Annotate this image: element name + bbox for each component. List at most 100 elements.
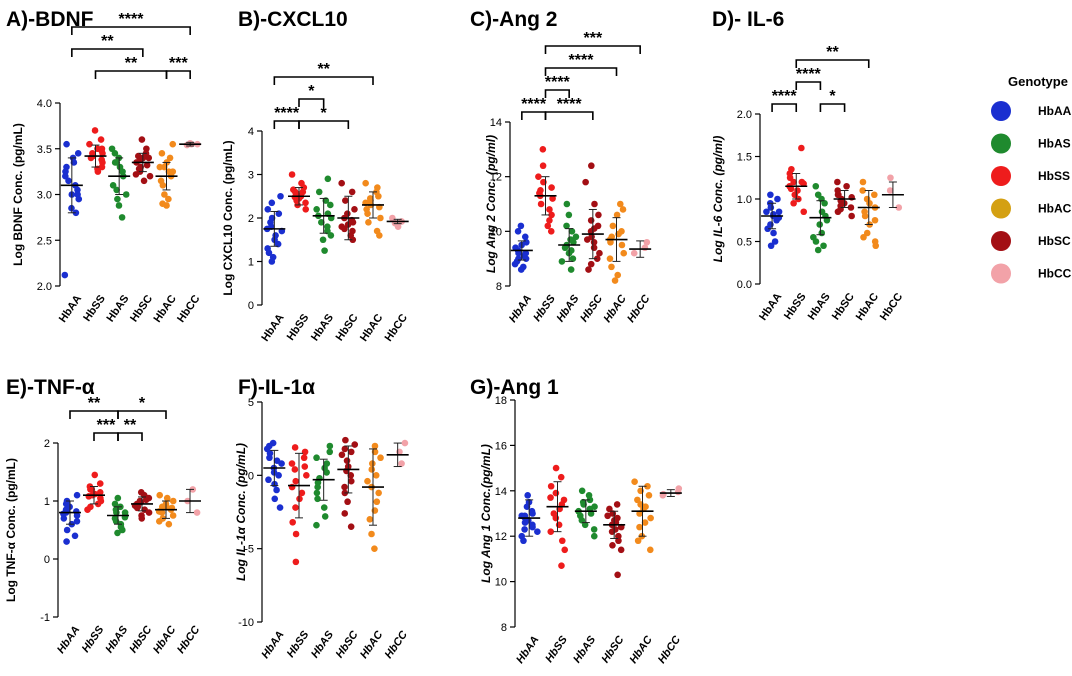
significance-bracket: ** [273, 61, 374, 85]
significance-stars: * [829, 88, 836, 105]
data-point [835, 191, 842, 199]
data-point [547, 494, 554, 501]
data-point [114, 529, 121, 537]
series-hbcc [386, 439, 409, 468]
data-point [537, 187, 544, 194]
data-point [590, 526, 598, 533]
data-point [567, 266, 575, 273]
significance-stars: ** [125, 55, 138, 72]
data-point [113, 159, 120, 166]
significance-bracket: ** [117, 417, 143, 441]
data-point [631, 478, 638, 486]
data-point [886, 187, 894, 194]
y-tick-label: 2.0 [737, 109, 752, 121]
data-point [843, 182, 850, 190]
data-point [342, 436, 349, 444]
significance-stars: *** [97, 417, 116, 434]
significance-bracket: **** [521, 96, 547, 120]
data-point [344, 498, 351, 506]
data-point [630, 249, 638, 257]
data-point [63, 538, 70, 545]
data-point [558, 562, 565, 570]
data-point [548, 211, 555, 219]
data-point [578, 517, 586, 524]
data-point [800, 180, 807, 187]
data-point [534, 528, 541, 535]
legend-swatch [991, 166, 1011, 186]
data-point [288, 483, 296, 491]
data-point [517, 266, 525, 273]
data-point [169, 497, 177, 505]
data-point [606, 505, 613, 513]
legend-label: HbAA [1038, 104, 1072, 118]
data-point [523, 503, 531, 510]
data-point [587, 260, 595, 268]
data-point [143, 161, 151, 169]
y-tick-label: 10 [495, 577, 507, 589]
data-point [71, 532, 79, 540]
data-point [767, 191, 774, 199]
data-point [608, 263, 615, 271]
data-point [109, 182, 117, 189]
series-hbsc [131, 489, 153, 522]
significance-bracket: **** [771, 88, 797, 112]
data-point [341, 510, 349, 517]
data-point [790, 178, 797, 186]
data-point [609, 541, 616, 549]
data-point [834, 208, 842, 216]
data-point [561, 244, 569, 252]
y-axis-label: Log Ang 1 Conc.(pg/mL) [479, 444, 493, 583]
data-point [88, 486, 96, 493]
x-tick-label: HbSS [782, 291, 809, 322]
data-point [320, 504, 328, 511]
data-point [161, 191, 168, 198]
bracket-line [795, 59, 870, 68]
data-point [517, 222, 525, 230]
data-point [298, 489, 306, 497]
data-point [774, 195, 781, 203]
series-hbss [288, 444, 310, 566]
legend-label: HbAS [1038, 137, 1071, 151]
legend-entry-hbaa: HbAA [991, 101, 1072, 121]
significance-bracket: **** [795, 66, 822, 90]
data-point [347, 523, 355, 530]
x-tick-label: HbAS [309, 312, 336, 343]
data-point [558, 537, 566, 545]
legend-swatch [991, 263, 1011, 284]
y-tick-label: 10 [490, 226, 502, 238]
data-point [563, 200, 571, 208]
significance-stars: **** [274, 105, 300, 122]
x-tick-label: HbAC [358, 312, 385, 344]
significance-bracket: ** [71, 33, 144, 57]
significance-stars: ** [101, 33, 114, 50]
x-tick-label: HbAC [627, 633, 655, 666]
data-point [326, 448, 334, 456]
x-tick-label: HbCC [878, 291, 905, 323]
y-tick-label: 8 [496, 281, 502, 293]
x-tick-label: HbSC [334, 312, 361, 343]
data-point [319, 236, 327, 244]
data-point [266, 454, 273, 462]
data-point [313, 454, 320, 462]
data-point [618, 241, 626, 249]
y-tick-label: 0 [248, 300, 254, 312]
legend-entry-hbss: HbSS [991, 166, 1070, 186]
legend-swatch [991, 231, 1011, 251]
series-hbcc [179, 486, 201, 516]
data-point [558, 258, 566, 265]
legend-swatch [991, 101, 1011, 121]
data-point [398, 460, 405, 467]
x-tick-label: HbSS [80, 623, 107, 654]
data-point [588, 162, 595, 170]
data-point [313, 521, 320, 529]
data-point [552, 489, 560, 497]
data-point [394, 223, 402, 230]
significance-bracket: **** [71, 11, 191, 35]
data-point [834, 178, 841, 186]
series-hbac [631, 478, 654, 554]
series-hbaa [60, 140, 83, 279]
data-point [615, 537, 622, 545]
bracket-line [273, 76, 374, 85]
significance-bracket: *** [93, 417, 119, 441]
